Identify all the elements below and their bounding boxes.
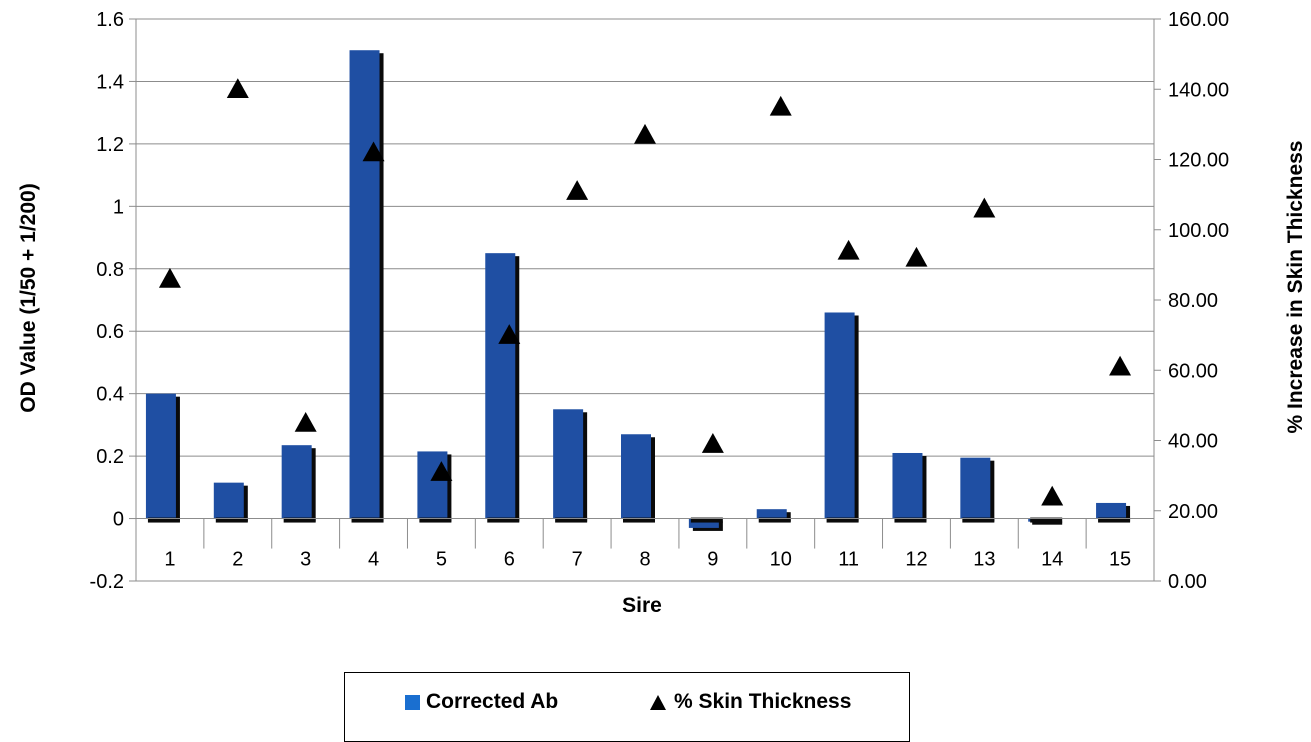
bar-baseline-shadow [758, 517, 791, 523]
x-axis-title: Sire [622, 594, 662, 617]
category-label: 3 [300, 549, 311, 571]
triangle-marker [701, 433, 724, 453]
legend-item-skin-thickness: % Skin Thickness [650, 690, 851, 714]
category-label: 14 [1041, 549, 1063, 571]
triangle-marker [566, 180, 589, 200]
left-tick-label: 0.8 [96, 259, 124, 281]
legend-item-corrected-ab: Corrected Ab [405, 690, 558, 714]
category-label: 4 [368, 549, 379, 571]
category-label: 12 [905, 549, 927, 571]
bar [417, 451, 448, 519]
legend-label-corrected-ab: Corrected Ab [426, 690, 559, 713]
triangle-marker [226, 78, 249, 99]
bar-series [145, 50, 1131, 531]
right-tick-label: 20.00 [1168, 501, 1218, 523]
category-label: 2 [232, 549, 243, 571]
right-tick-label: 40.00 [1168, 431, 1218, 453]
category-label: 5 [436, 549, 447, 571]
bar-baseline-shadow [1030, 517, 1063, 523]
bar-baseline-shadow [419, 517, 452, 523]
left-tick-label: 1.2 [96, 134, 124, 156]
bar-baseline-shadow [147, 517, 180, 523]
bar-baseline-shadow [1098, 517, 1131, 523]
left-tick-label: 0 [113, 509, 124, 531]
left-axis-ticks: -0.2 0 0.2 0.4 0.6 0.8 1 1.2 1.4 1.6 [90, 9, 136, 593]
bar-baseline-shadow [487, 517, 520, 523]
bar [824, 312, 855, 519]
bar [688, 518, 719, 528]
bar-baseline-shadow [555, 517, 588, 523]
bar-baseline-shadow [215, 517, 248, 523]
category-label: 13 [973, 549, 995, 571]
category-label: 10 [770, 549, 792, 571]
marker-series [158, 78, 1132, 506]
triangle-marker [362, 141, 385, 162]
bar-baseline-shadow [894, 517, 927, 523]
right-tick-label: 100.00 [1168, 220, 1229, 242]
triangle-marker [158, 267, 181, 288]
right-tick-label: 160.00 [1168, 9, 1229, 31]
bar [349, 50, 380, 519]
legend-triangle-icon [650, 694, 666, 710]
right-tick-label: 120.00 [1168, 150, 1229, 172]
category-label: 15 [1109, 549, 1131, 571]
bar-baseline-shadow [623, 517, 655, 523]
triangle-marker [905, 246, 928, 267]
bar [756, 509, 787, 519]
right-tick-label: 0.00 [1168, 571, 1207, 593]
bar-baseline-shadow [690, 517, 723, 523]
category-label: 8 [639, 549, 650, 571]
triangle-marker [1109, 355, 1132, 376]
triangle-marker [837, 239, 860, 260]
left-tick-label: 1.6 [96, 9, 124, 31]
triangle-marker [1041, 485, 1064, 506]
right-tick-label: 80.00 [1168, 290, 1218, 312]
triangle-marker [769, 95, 792, 116]
triangle-marker [634, 123, 656, 144]
left-tick-label: 0.4 [96, 384, 124, 406]
category-label: 7 [572, 549, 583, 571]
bar [213, 482, 244, 519]
category-label: 11 [838, 549, 859, 571]
bar [1096, 502, 1127, 519]
y2-axis-title: % Increase in Skin Thickness [1284, 141, 1307, 434]
bar-baseline-shadow [283, 517, 316, 523]
legend-swatch-bar [405, 694, 420, 710]
bar-shadow [1032, 521, 1063, 525]
left-tick-label: 0.6 [96, 321, 124, 343]
bar [960, 457, 991, 519]
triangle-marker [498, 324, 521, 344]
category-label: 1 [164, 549, 175, 571]
left-tick-label: 1.4 [96, 71, 124, 93]
bar-baseline-shadow [962, 517, 995, 523]
left-tick-label: 0.2 [96, 446, 124, 468]
right-axis-ticks: 0.00 20.00 40.00 60.00 80.00 100.00 120.00 140.… [1154, 9, 1229, 593]
left-tick-label: 1 [113, 196, 124, 218]
bar [553, 409, 584, 519]
triangle-marker [430, 461, 453, 481]
bar [892, 452, 923, 519]
category-label: 6 [504, 549, 515, 571]
triangle-marker [294, 411, 317, 432]
left-tick-label: -0.2 [90, 571, 124, 593]
category-ticks: 1 2 3 4 5 6 7 8 9 10 11 12 13 14 15 [135, 518, 1155, 571]
bar-baseline-shadow [826, 517, 859, 523]
legend: Corrected Ab % Skin Thickness [344, 672, 910, 742]
bar [145, 393, 176, 519]
right-tick-label: 140.00 [1168, 79, 1229, 101]
y-axis-title: OD Value (1/50 + 1/200) [17, 183, 40, 412]
bar-baseline-shadow [351, 517, 384, 523]
legend-label-skin-thickness: % Skin Thickness [674, 690, 852, 713]
bar [281, 445, 312, 519]
category-label: 9 [707, 549, 718, 571]
triangle-marker [973, 197, 996, 218]
right-tick-label: 60.00 [1168, 360, 1218, 382]
bar [485, 253, 516, 519]
bar [621, 434, 651, 519]
